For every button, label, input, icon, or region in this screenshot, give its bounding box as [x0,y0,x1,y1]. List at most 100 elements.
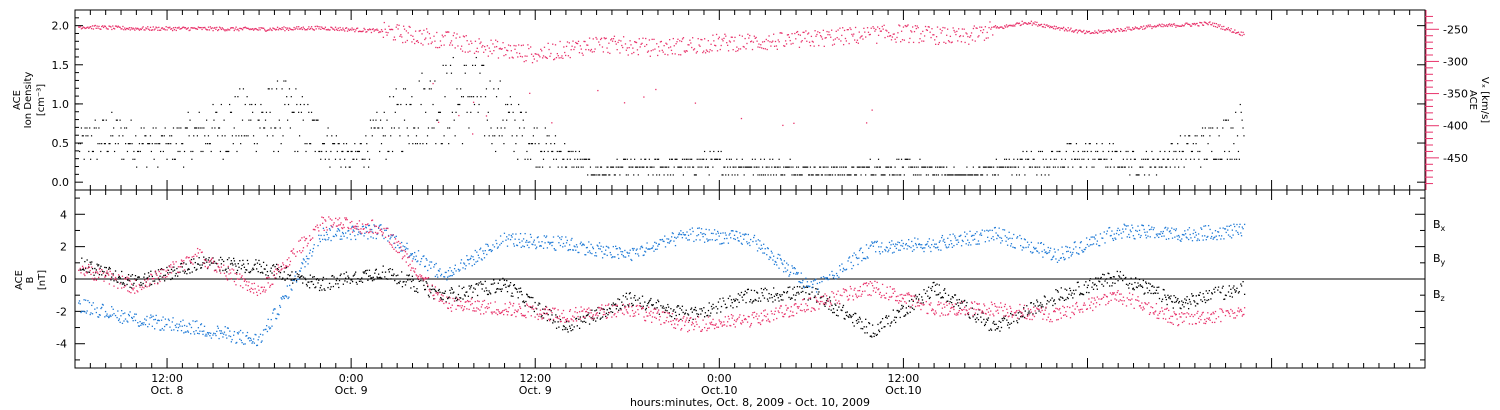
density-point [344,158,346,160]
density-point [871,174,873,176]
b-point [782,263,784,266]
b-point [244,271,246,274]
b-point [649,299,651,301]
vx-point [411,41,413,43]
vx-point [1166,24,1168,26]
vx-point [761,47,763,49]
b-point [801,282,803,284]
density-point [1006,166,1009,168]
b-point [466,255,468,257]
density-point [807,174,810,176]
b-point [354,271,357,273]
b-point [249,340,251,342]
b-point [1079,292,1082,294]
b-point [856,322,858,324]
b-point [906,311,908,314]
vx-point [186,28,188,30]
b-point [174,275,177,277]
density-point [731,174,733,176]
b-point [147,277,149,279]
b-point [715,233,717,235]
b-point [823,303,825,306]
vx-point [139,28,142,30]
vx-point [556,52,559,55]
b-point [1056,289,1059,292]
b-point [284,295,286,297]
b-point [485,243,487,245]
b-point [99,267,101,269]
vx-point [477,51,479,53]
b-point [773,263,776,266]
b-point [526,294,529,296]
b-point [155,314,157,317]
vx-point [609,52,611,55]
vx-point [809,45,812,47]
vx-point [211,27,213,29]
density-point [1045,158,1047,160]
vx-point [619,52,621,54]
b-point [933,281,935,284]
density-point [156,143,158,145]
vx-point [916,25,918,27]
b-point [247,263,249,265]
b-point [131,274,134,276]
vx-point [121,28,123,30]
b-point [365,227,368,229]
vx-point [1118,29,1120,32]
density-point [745,166,747,168]
density-point [859,166,861,168]
b-point [858,321,860,323]
vx-point [356,27,358,30]
b-point [100,265,102,267]
vx-point [1126,26,1128,28]
b-point [752,300,754,303]
b-point [473,258,475,261]
b-point [306,257,308,260]
b-point [1151,285,1154,287]
b-point [345,277,347,279]
vx-point [90,26,92,28]
b-point [871,241,873,243]
b-point [744,233,746,235]
b-point [545,312,548,315]
vx-point [729,41,732,43]
vx-point [636,49,639,51]
b-point [650,297,652,300]
density-point [192,150,194,153]
density-point [868,166,870,168]
b-point [914,242,917,245]
b-point [237,263,239,265]
b-point [562,329,564,331]
density-point [947,174,950,176]
density-point [101,143,103,145]
density-point [289,127,291,129]
density-point [1201,127,1204,129]
vx-point [752,41,755,43]
b-point [506,290,509,293]
b-point [520,290,522,293]
vx-point [1239,34,1241,36]
vx-point [862,38,864,40]
vx-point [1017,22,1020,25]
b-point [685,237,687,239]
vx-point [435,46,437,49]
b-point [324,289,326,291]
vx-point [124,27,126,29]
vx-point [1091,32,1093,34]
density-point [406,127,408,129]
b-point [601,257,604,259]
density-point [991,166,993,168]
b-point [371,231,374,233]
vx-point [1009,24,1011,26]
vx-point [282,28,284,30]
b-point [158,319,160,322]
density-point [260,103,262,106]
b-point [639,302,641,304]
density-point [1185,158,1187,160]
vx-point [827,33,829,36]
density-point [483,64,485,66]
b-point [1113,276,1115,278]
b-point [208,332,210,334]
vx-point [743,46,745,48]
vx-point [397,28,399,30]
